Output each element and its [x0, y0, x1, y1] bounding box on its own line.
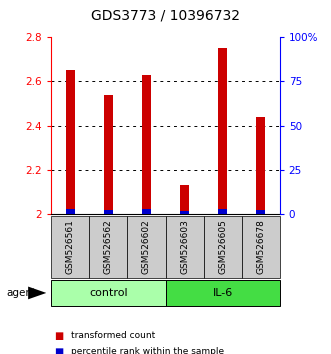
Bar — [256, 117, 265, 214]
Bar — [142, 75, 151, 214]
Bar — [256, 210, 265, 214]
Bar — [218, 48, 227, 214]
Text: percentile rank within the sample: percentile rank within the sample — [71, 347, 224, 354]
Text: GSM526603: GSM526603 — [180, 219, 189, 274]
Bar — [127, 216, 166, 278]
Bar — [180, 185, 189, 214]
Bar — [166, 280, 280, 306]
Text: ■: ■ — [55, 347, 64, 354]
Bar — [142, 209, 151, 214]
Text: IL-6: IL-6 — [213, 288, 233, 298]
Text: GDS3773 / 10396732: GDS3773 / 10396732 — [91, 9, 240, 23]
Bar — [104, 210, 113, 214]
Bar — [66, 209, 75, 214]
Text: agent: agent — [7, 288, 37, 298]
Text: GSM526605: GSM526605 — [218, 219, 227, 274]
Bar — [51, 216, 89, 278]
Text: GSM526562: GSM526562 — [104, 219, 113, 274]
Text: GSM526602: GSM526602 — [142, 219, 151, 274]
Bar — [51, 280, 166, 306]
Polygon shape — [28, 287, 46, 299]
Bar — [204, 216, 242, 278]
Bar — [242, 216, 280, 278]
Bar — [218, 209, 227, 214]
Bar — [66, 70, 75, 214]
Text: GSM526561: GSM526561 — [66, 219, 75, 274]
Bar — [180, 211, 189, 214]
Text: control: control — [89, 288, 128, 298]
Text: ■: ■ — [55, 331, 64, 341]
Text: transformed count: transformed count — [71, 331, 156, 340]
Bar — [104, 95, 113, 214]
Bar — [166, 216, 204, 278]
Text: GSM526678: GSM526678 — [256, 219, 265, 274]
Bar — [89, 216, 127, 278]
